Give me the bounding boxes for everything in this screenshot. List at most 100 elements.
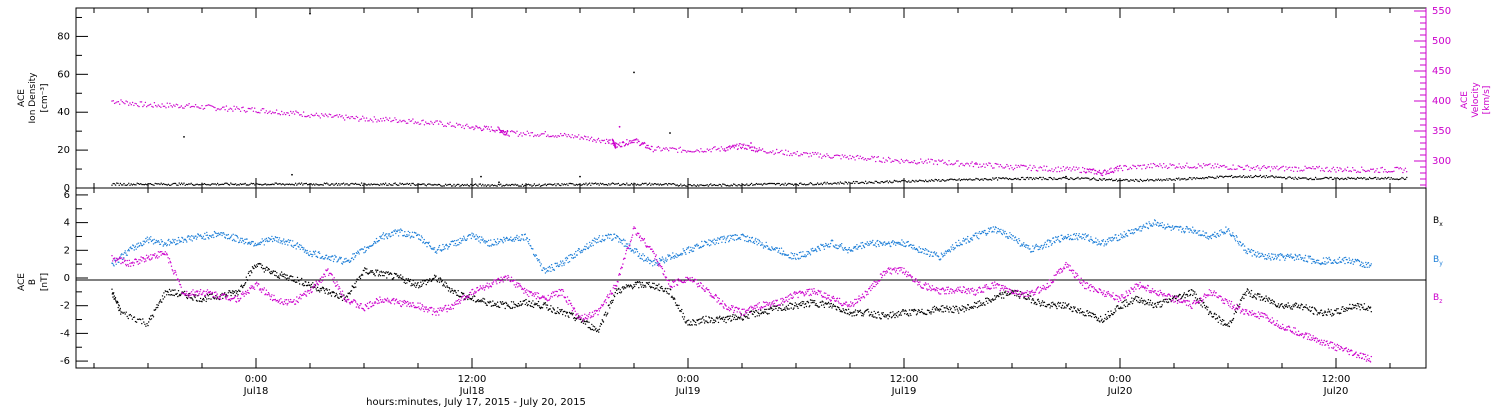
velocity-point	[825, 156, 826, 157]
bx-point	[278, 277, 279, 278]
velocity-point	[1361, 167, 1362, 168]
bx-point	[199, 301, 200, 302]
bx-point	[1252, 297, 1253, 298]
density-point	[1148, 180, 1149, 181]
velocity-point	[223, 106, 224, 107]
bx-point	[413, 284, 414, 285]
by-point	[210, 235, 211, 236]
bx-point	[638, 287, 639, 288]
bx-point	[846, 309, 847, 310]
density-point	[591, 183, 592, 184]
velocity-point	[686, 151, 687, 152]
density-point	[387, 185, 388, 186]
bx-point	[1182, 295, 1183, 296]
velocity-point	[767, 152, 768, 153]
bx-point	[1286, 304, 1287, 305]
velocity-point	[1060, 168, 1061, 169]
velocity-point	[557, 135, 558, 136]
velocity-point	[413, 123, 414, 124]
by-point	[521, 238, 522, 239]
by-point	[545, 272, 546, 273]
bx-point	[888, 314, 889, 315]
velocity-point	[1191, 167, 1192, 168]
velocity-point	[1324, 171, 1325, 172]
bx-point	[952, 312, 953, 313]
bx-point	[687, 320, 688, 321]
density-point	[1202, 177, 1203, 178]
by-point	[479, 236, 480, 237]
velocity-point	[509, 135, 510, 136]
bx-point	[599, 326, 600, 327]
density-point	[510, 185, 511, 186]
velocity-point	[266, 110, 267, 111]
density-point	[303, 183, 304, 184]
density-point	[1050, 177, 1051, 178]
velocity-point	[321, 113, 322, 114]
velocity-point	[170, 105, 171, 106]
bx-point	[1138, 297, 1139, 298]
density-point	[809, 183, 810, 184]
velocity-point	[1275, 167, 1276, 168]
bx-point	[1230, 321, 1231, 322]
density-point	[434, 184, 435, 185]
density-point	[127, 184, 128, 185]
density-point	[187, 184, 188, 185]
by-point	[131, 248, 132, 249]
by-point	[392, 232, 393, 233]
velocity-point	[1065, 168, 1066, 169]
bx-point	[707, 322, 708, 323]
velocity-point	[482, 130, 483, 131]
bx-point	[413, 280, 414, 281]
bx-point	[1141, 298, 1142, 299]
density-point	[1293, 179, 1294, 180]
velocity-point	[718, 148, 719, 149]
velocity-point	[1370, 169, 1371, 170]
bx-point	[1110, 310, 1111, 311]
density-point	[711, 185, 712, 186]
by-point	[192, 236, 193, 237]
bx-point	[147, 325, 148, 326]
velocity-point	[596, 141, 597, 142]
by-point	[322, 256, 323, 257]
bx-point	[662, 288, 663, 289]
velocity-point	[680, 147, 681, 148]
bx-point	[897, 316, 898, 317]
density-point	[1376, 179, 1377, 180]
by-point	[464, 237, 465, 238]
velocity-point	[277, 113, 278, 114]
velocity-point	[349, 118, 350, 119]
by-point	[456, 240, 457, 241]
velocity-point	[569, 136, 570, 137]
density-point	[968, 179, 969, 180]
velocity-point	[683, 150, 684, 151]
density-point	[966, 179, 967, 180]
velocity-point	[489, 129, 490, 130]
bx-point	[166, 294, 167, 295]
density-point	[320, 184, 321, 185]
density-point	[636, 184, 637, 185]
by-point	[292, 240, 293, 241]
bx-point	[230, 292, 231, 293]
velocity-point	[1286, 169, 1287, 170]
bx-point	[860, 312, 861, 313]
bx-point	[949, 307, 950, 308]
velocity-point	[598, 138, 599, 139]
velocity-point	[811, 155, 812, 156]
bx-point	[656, 285, 657, 286]
density-point	[680, 184, 681, 185]
bx-point	[829, 303, 830, 304]
by-point	[457, 244, 458, 245]
velocity-point	[1171, 165, 1172, 166]
velocity-point	[164, 106, 165, 107]
by-point	[135, 246, 136, 247]
bx-point	[690, 321, 691, 322]
velocity-point	[1061, 170, 1062, 171]
velocity-point	[1230, 168, 1231, 169]
density-point	[1137, 180, 1138, 181]
velocity-point	[1270, 170, 1271, 171]
density-point	[1320, 178, 1321, 179]
velocity-point	[704, 151, 705, 152]
density-point	[192, 184, 193, 185]
velocity-point	[323, 116, 324, 117]
velocity-point	[997, 164, 998, 165]
